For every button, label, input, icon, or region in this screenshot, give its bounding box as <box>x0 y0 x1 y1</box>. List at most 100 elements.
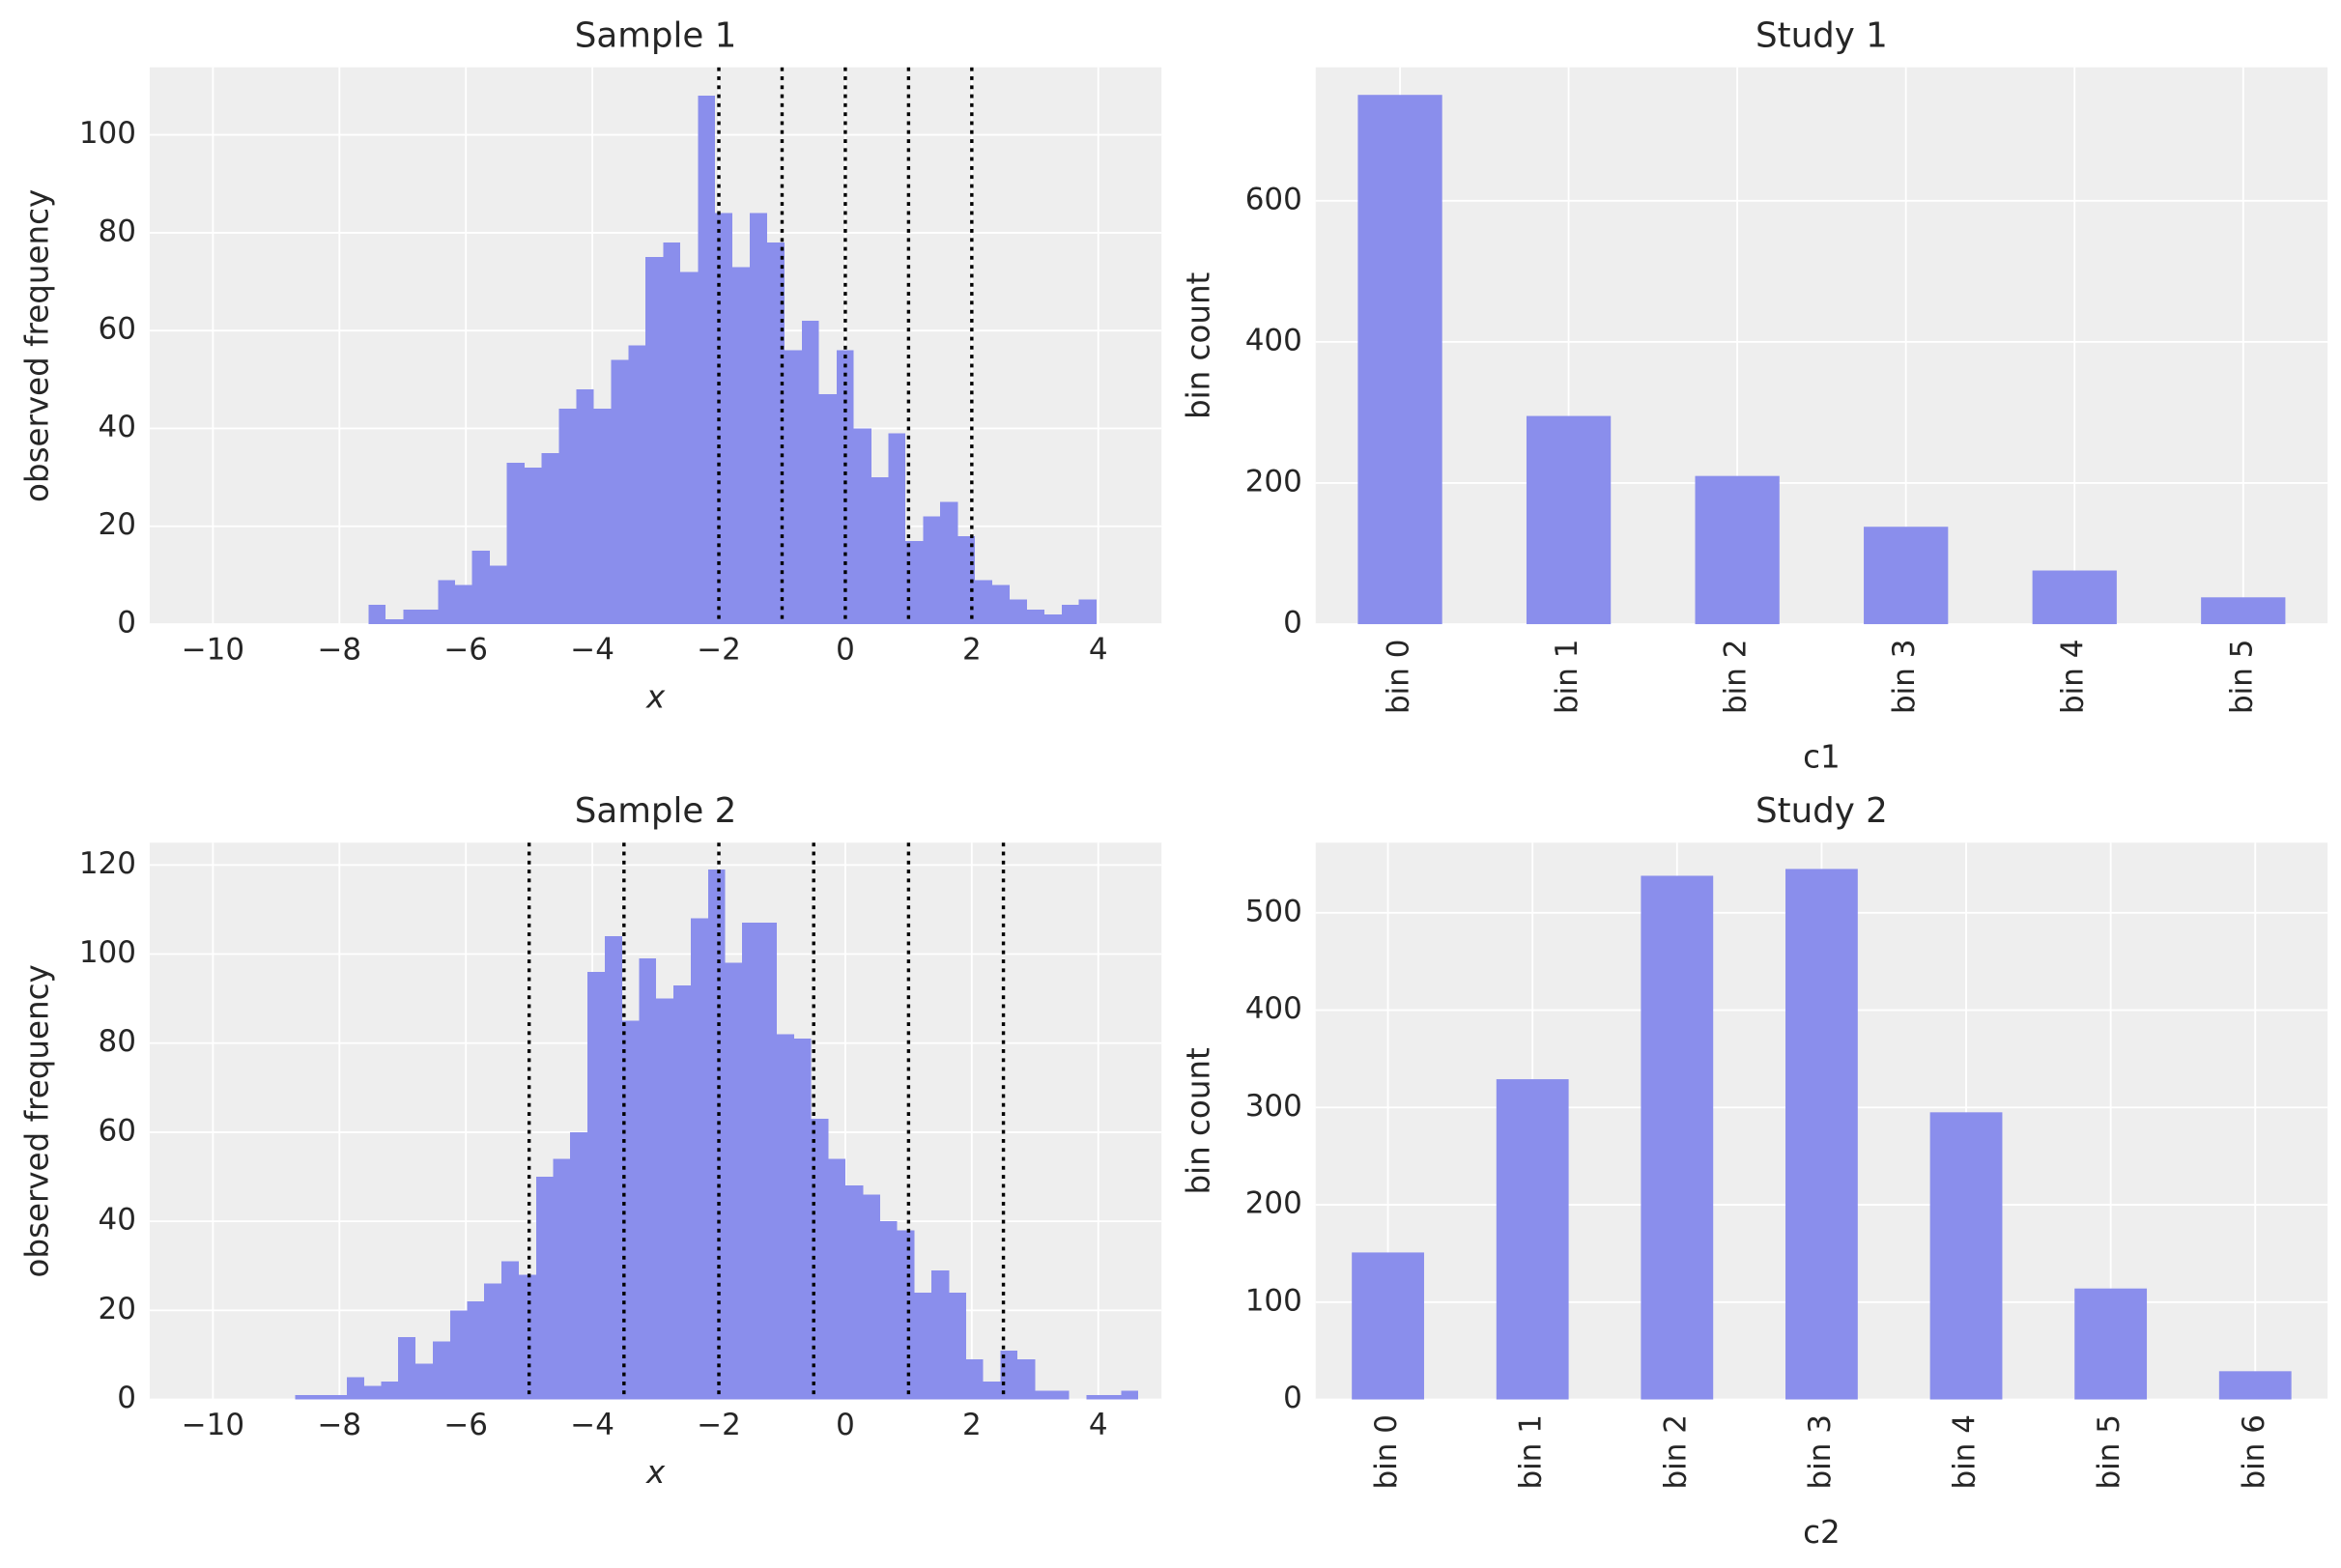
x-tick-label: bin 4 <box>2056 640 2091 714</box>
histogram-bar <box>1044 613 1062 625</box>
histogram-bar <box>1078 599 1097 625</box>
y-tick-label: 120 <box>79 846 136 881</box>
histogram-bar <box>500 1261 520 1400</box>
histogram-bar <box>570 1131 587 1400</box>
histogram-bar <box>940 501 958 625</box>
histogram-bar <box>863 1194 880 1400</box>
histogram-bar <box>1016 1359 1036 1400</box>
x-tick-label: −2 <box>697 632 741 667</box>
histogram-bar <box>639 958 657 1400</box>
histogram-bar <box>725 962 743 1400</box>
y-tick-label: 60 <box>99 312 136 347</box>
y-tick-label: 100 <box>79 116 136 151</box>
histogram-bar <box>663 242 681 625</box>
x-tick-label: −10 <box>182 1408 244 1442</box>
x-tick-label: bin 0 <box>1369 1414 1404 1489</box>
histogram-bar <box>368 604 386 625</box>
y-tick-label: 0 <box>117 1381 136 1415</box>
histogram-bar <box>975 580 992 625</box>
histogram-bar <box>403 609 421 625</box>
histogram-bar <box>490 565 507 625</box>
x-tick-label: −6 <box>443 632 488 667</box>
y-tick-label: 80 <box>99 1024 136 1059</box>
histogram-bar <box>766 242 785 625</box>
histogram-bar <box>758 923 778 1400</box>
x-axis-label: x <box>645 1454 666 1491</box>
y-tick-label: 0 <box>117 606 136 641</box>
y-tick-label: 400 <box>1245 991 1302 1026</box>
histogram-bar <box>853 428 871 625</box>
histogram-bar <box>328 1394 348 1400</box>
bar <box>1352 1252 1424 1400</box>
y-axis-label: bin count <box>1180 1047 1216 1194</box>
histogram-bar <box>1010 599 1027 625</box>
histogram-bar <box>433 1341 450 1400</box>
histogram-bar <box>586 971 606 1400</box>
subplot: 0 100 200 300 400 500 Study 2 bin 0 bin 1 bin 2 bi… <box>1180 791 2328 1551</box>
histogram-bar <box>611 359 629 625</box>
histogram-bar <box>983 1382 1001 1400</box>
chart-title: Study 2 <box>1756 791 1888 831</box>
histogram-bar <box>558 409 577 625</box>
x-tick-label: 0 <box>836 632 855 667</box>
bar <box>2218 1371 2292 1400</box>
histogram-bar <box>541 452 559 625</box>
x-tick-label: −6 <box>443 1408 488 1442</box>
y-tick-label: 20 <box>99 507 136 542</box>
histogram-bar <box>455 584 472 625</box>
histogram-bar <box>957 535 976 625</box>
histogram-bar <box>484 1283 501 1400</box>
histogram-bar <box>1102 1394 1122 1400</box>
x-tick-label: −4 <box>570 632 614 667</box>
x-tick-label: bin 5 <box>2092 1414 2127 1489</box>
histogram-bar <box>888 433 906 625</box>
y-axis-label: observed frequency <box>18 964 55 1277</box>
y-tick-label: 40 <box>99 1203 136 1238</box>
plot-background <box>1315 67 2328 625</box>
x-axis-label: x <box>645 679 666 716</box>
y-tick-label: 100 <box>79 935 136 970</box>
histogram-bar <box>742 923 759 1400</box>
x-tick-label: bin 3 <box>1887 640 1922 714</box>
histogram-bar <box>1026 609 1045 625</box>
x-tick-label: bin 5 <box>2224 640 2259 714</box>
histogram-bar <box>715 213 732 625</box>
histogram-bar <box>731 267 751 625</box>
histogram-bar <box>777 1034 794 1400</box>
x-tick-label: bin 1 <box>1550 640 1584 714</box>
histogram-bar <box>930 1269 950 1400</box>
x-tick-label: 4 <box>1089 1408 1108 1442</box>
x-tick-label: bin 2 <box>1719 640 1754 714</box>
histogram-bar <box>363 1385 382 1400</box>
histogram-bar <box>398 1336 415 1400</box>
histogram-bar <box>750 213 767 625</box>
histogram-bar <box>506 462 526 625</box>
histogram-bar <box>312 1394 329 1400</box>
y-tick-label: 300 <box>1245 1089 1302 1124</box>
y-tick-label: 80 <box>99 214 136 248</box>
bar <box>1929 1112 2003 1400</box>
x-tick-label: bin 6 <box>2237 1414 2271 1489</box>
y-tick-label: 40 <box>99 410 136 444</box>
bar <box>2032 570 2117 625</box>
histogram-bar <box>818 394 837 625</box>
histogram-bar <box>438 580 456 625</box>
histogram-bar <box>879 1221 898 1400</box>
histogram-bar <box>535 1177 554 1400</box>
x-axis-label: c1 <box>1803 738 1841 775</box>
histogram-bar <box>965 1359 984 1400</box>
y-tick-label: 200 <box>1245 1186 1302 1221</box>
y-tick-label: 600 <box>1245 182 1302 216</box>
histogram-bar <box>621 1020 640 1400</box>
histogram-bar <box>923 516 941 625</box>
bar <box>1785 869 1858 1400</box>
histogram-bar <box>828 1158 845 1400</box>
histogram-bar <box>628 345 646 625</box>
y-axis-label: observed frequency <box>18 189 55 502</box>
y-tick-label: 20 <box>99 1292 136 1326</box>
x-tick-label: 4 <box>1089 632 1108 667</box>
histogram-bar <box>347 1377 364 1400</box>
histogram-bar <box>1061 604 1079 625</box>
histogram-bar <box>672 984 692 1400</box>
